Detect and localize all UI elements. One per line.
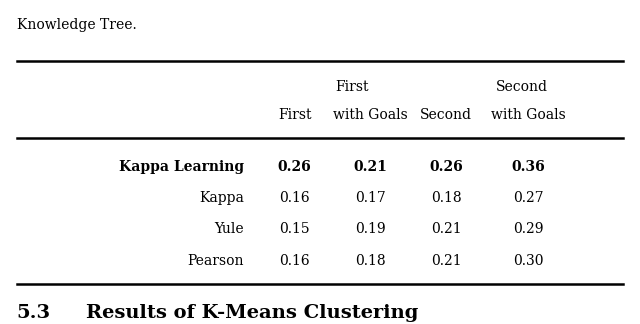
Text: 0.36: 0.36 bbox=[511, 160, 545, 174]
Text: 0.16: 0.16 bbox=[280, 254, 310, 268]
Text: 0.30: 0.30 bbox=[513, 254, 544, 268]
Text: First: First bbox=[278, 109, 312, 122]
Text: Second: Second bbox=[420, 109, 472, 122]
Text: 0.15: 0.15 bbox=[280, 223, 310, 237]
Text: Kappa Learning: Kappa Learning bbox=[119, 160, 244, 174]
Text: 0.21: 0.21 bbox=[431, 223, 461, 237]
Text: 0.29: 0.29 bbox=[513, 223, 544, 237]
Text: 0.21: 0.21 bbox=[353, 160, 387, 174]
Text: Results of K-Means Clustering: Results of K-Means Clustering bbox=[86, 304, 419, 322]
Text: 0.26: 0.26 bbox=[429, 160, 463, 174]
Text: 5.3: 5.3 bbox=[17, 304, 51, 322]
Text: 0.27: 0.27 bbox=[513, 191, 544, 205]
Text: with Goals: with Goals bbox=[491, 109, 566, 122]
Text: 0.18: 0.18 bbox=[355, 254, 386, 268]
Text: 0.21: 0.21 bbox=[431, 254, 461, 268]
Text: with Goals: with Goals bbox=[333, 109, 408, 122]
Text: Kappa: Kappa bbox=[199, 191, 244, 205]
Text: Knowledge Tree.: Knowledge Tree. bbox=[17, 18, 136, 32]
Text: 0.19: 0.19 bbox=[355, 223, 386, 237]
Text: 0.17: 0.17 bbox=[355, 191, 386, 205]
Text: First: First bbox=[335, 80, 369, 94]
Text: Second: Second bbox=[496, 80, 548, 94]
Text: Pearson: Pearson bbox=[188, 254, 244, 268]
Text: 0.16: 0.16 bbox=[280, 191, 310, 205]
Text: 0.26: 0.26 bbox=[278, 160, 312, 174]
Text: Yule: Yule bbox=[214, 223, 244, 237]
Text: 0.18: 0.18 bbox=[431, 191, 461, 205]
